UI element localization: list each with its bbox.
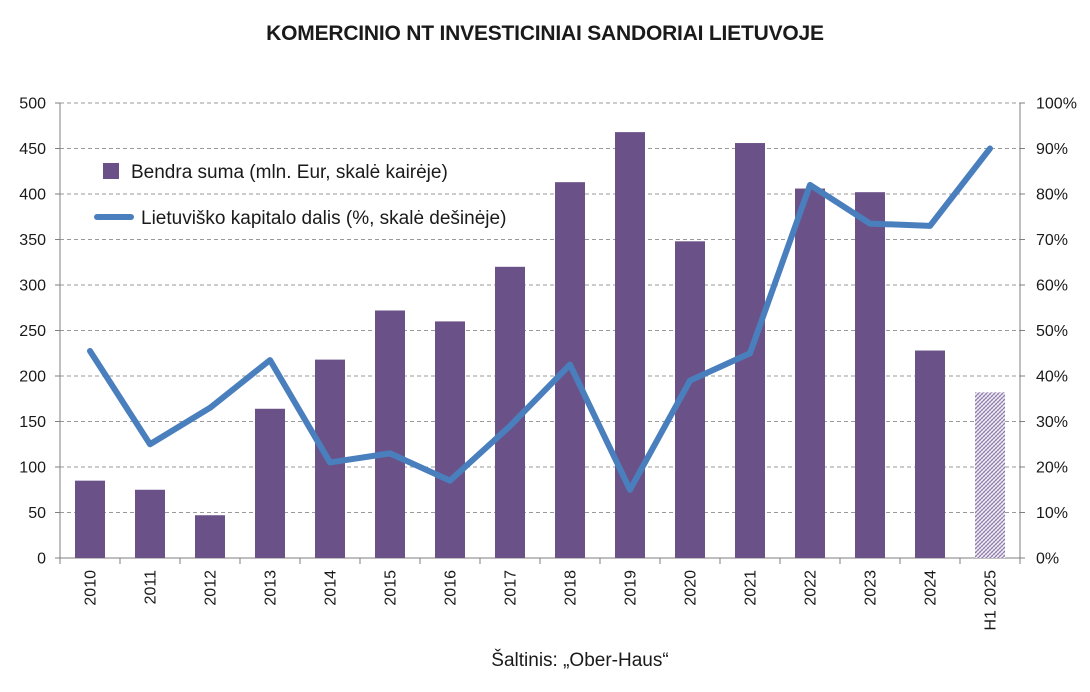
y-left-tick-label: 100 — [19, 460, 46, 477]
line-point — [509, 425, 511, 427]
line-point — [269, 359, 271, 361]
y-right-tick-label: 10% — [1036, 505, 1068, 522]
line-point — [989, 148, 991, 149]
line-point — [929, 225, 931, 227]
legend-bar-swatch — [103, 163, 119, 179]
bar — [615, 132, 645, 558]
y-right-tick-label: 100% — [1036, 96, 1077, 113]
y-left-tick-label: 200 — [19, 369, 46, 386]
bar — [75, 480, 105, 558]
y-left-tick-label: 50 — [28, 505, 46, 522]
y-right-tick-label: 20% — [1036, 460, 1068, 477]
x-tick-label: 2024 — [923, 570, 940, 606]
x-tick-label: 2013 — [263, 570, 280, 606]
chart-title: KOMERCINIO NT INVESTICINIAI SANDORIAI LI… — [266, 22, 824, 45]
line-point — [89, 350, 91, 352]
line-point — [209, 407, 211, 409]
source-note: Šaltinis: „Ober-Haus“ — [491, 650, 669, 671]
x-tick-label: 2019 — [623, 570, 640, 606]
y-right-tick-label: 70% — [1036, 232, 1068, 249]
bar — [375, 310, 405, 558]
y-left-tick-label: 0 — [37, 551, 46, 568]
line-point — [749, 352, 751, 354]
line-point — [629, 489, 631, 491]
x-tick-label: 2011 — [143, 570, 160, 605]
y-left-tick-label: 250 — [19, 323, 46, 340]
x-tick-label: 2022 — [803, 570, 820, 606]
line-series — [87, 145, 993, 493]
legend-bar-label: Bendra suma (mln. Eur, skalė kairėje) — [131, 162, 448, 183]
x-tick-label: 2014 — [323, 570, 340, 606]
y-left-tick-label: 300 — [19, 278, 46, 295]
y-right-tick-label: 80% — [1036, 187, 1068, 204]
line-point — [329, 461, 331, 463]
x-tick-label: 2020 — [683, 570, 700, 606]
x-tick-label: 2015 — [383, 570, 400, 606]
x-tick-label: 2010 — [83, 570, 100, 606]
y-right-tick-label: 40% — [1036, 369, 1068, 386]
bar — [975, 392, 1005, 558]
line-point — [809, 184, 811, 186]
tick-labels: 0 50 100 150 200 250 300 350 400 450 500 0% 10% 20% 30… — [19, 96, 1077, 631]
y-right-tick-label: 90% — [1036, 141, 1068, 158]
y-left-tick-label: 400 — [19, 187, 46, 204]
x-tick-label: 2017 — [503, 570, 520, 606]
bar — [135, 489, 165, 558]
line-point — [389, 452, 391, 454]
bar — [855, 192, 885, 558]
x-tick-label: 2016 — [443, 570, 460, 606]
series-line — [87, 145, 993, 493]
x-tick-label: 2018 — [563, 570, 580, 606]
bar — [915, 350, 945, 558]
bar-series — [75, 132, 1005, 559]
line-point — [569, 364, 571, 366]
y-left-tick-label: 350 — [19, 232, 46, 249]
line-point — [149, 443, 151, 445]
line-point — [869, 223, 871, 225]
y-right-tick-label: 50% — [1036, 323, 1068, 340]
x-tick-label: H1 2025 — [983, 570, 1000, 631]
line-point — [689, 380, 691, 382]
legend-line-label: Lietuviško kapitalo dalis (%, skalė deši… — [141, 208, 506, 229]
bar — [255, 408, 285, 558]
bar — [795, 188, 825, 559]
y-right-tick-label: 60% — [1036, 278, 1068, 295]
y-right-tick-label: 0% — [1036, 551, 1059, 568]
x-tick-label: 2023 — [863, 570, 880, 606]
legend: Bendra suma (mln. Eur, skalė kairėje) Li… — [94, 162, 506, 229]
y-left-tick-label: 500 — [19, 96, 46, 113]
y-right-tick-label: 30% — [1036, 414, 1068, 431]
x-tick-label: 2012 — [203, 570, 220, 606]
bar — [195, 515, 225, 558]
y-left-tick-label: 450 — [19, 141, 46, 158]
x-tick-label: 2021 — [743, 570, 760, 606]
y-left-tick-label: 150 — [19, 414, 46, 431]
bar — [435, 321, 465, 558]
line-point — [449, 480, 451, 482]
